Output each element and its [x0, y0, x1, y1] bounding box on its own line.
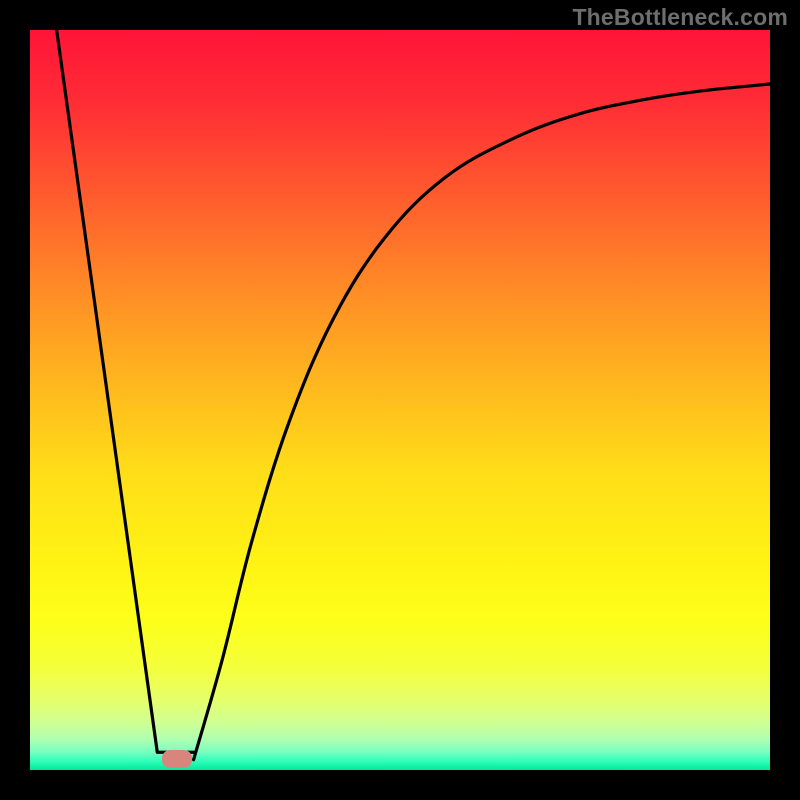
- watermark-text: TheBottleneck.com: [572, 4, 788, 31]
- chart-root: { "canvas": { "width": 800, "height": 80…: [0, 0, 800, 800]
- bottleneck-curve: [30, 30, 770, 770]
- optimal-point-marker: [162, 750, 192, 768]
- plot-area: [30, 30, 770, 770]
